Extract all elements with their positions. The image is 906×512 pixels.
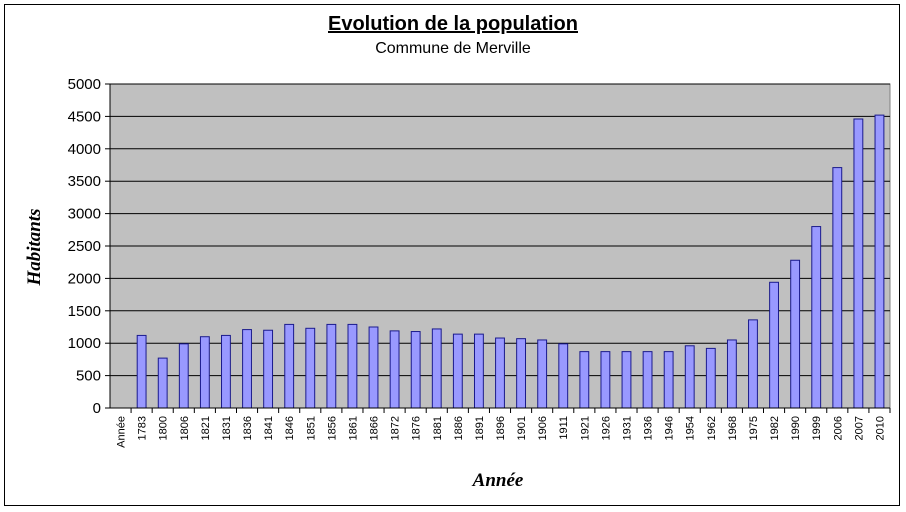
x-tick-label: 1872 [390,416,402,440]
x-tick-label: 1999 [811,416,823,440]
x-axis-ticks: Année 1783 1800 1806 1821 1831 1836 1841 1846 185… [116,408,891,448]
x-tick-label: 1946 [664,416,676,440]
x-tick-label: 1975 [748,416,760,440]
x-tick-label: 1800 [158,416,170,440]
y-tick-label: 0 [93,400,101,417]
bar [326,323,337,409]
y-axis-ticks: 0 500 1000 1500 2000 2500 3000 3500 4000 4500 5000 [68,76,890,417]
y-tick-label: 3000 [68,206,101,223]
bar [790,259,801,409]
x-tick-label: 1906 [537,416,549,440]
x-tick-label: 1846 [284,416,296,440]
x-tick-label: 1926 [600,416,612,440]
x-tick-label: 1901 [516,416,528,440]
x-tick-label: 1931 [621,416,633,440]
y-tick-label: 4000 [68,141,101,158]
bar [431,328,442,409]
x-tick-label: 1886 [453,416,465,440]
bar [663,351,674,409]
bar [832,167,843,409]
x-tick-label: 1783 [137,416,149,440]
x-tick-label: 1921 [579,416,591,440]
bar [221,334,231,409]
bar [410,331,421,409]
chart-subtitle: Commune de Merville [375,40,531,57]
bar [157,357,168,409]
bar [305,327,316,409]
x-tick-label: 1962 [706,416,718,440]
x-tick-label: 1982 [769,416,781,440]
bar [242,329,252,409]
y-tick-label: 1500 [68,303,101,320]
bar [136,334,147,409]
bar [452,333,463,409]
bar [579,351,590,409]
x-tick-label: Année [116,416,128,448]
x-tick-label: 1954 [685,416,697,440]
bar [726,339,737,409]
bar [495,337,505,409]
bar [473,333,484,409]
x-tick-label: 1891 [474,416,486,440]
bar [347,323,358,409]
bar [263,329,274,409]
bar [600,351,611,409]
bar [684,345,695,409]
bar [853,118,864,409]
x-tick-label: 1968 [727,416,739,440]
bar [705,347,716,409]
bar [811,226,822,409]
y-tick-label: 4500 [68,108,101,125]
x-tick-label: 1831 [221,416,233,440]
x-tick-label: 1821 [200,416,212,440]
y-tick-label: 500 [76,368,101,385]
bar [769,281,779,409]
x-tick-label: 1866 [369,416,381,440]
x-tick-label: 1806 [179,416,191,440]
bar [284,323,295,409]
x-tick-label: 1841 [263,416,275,440]
y-tick-label: 2000 [68,270,101,287]
x-tick-label: 1936 [643,416,655,440]
bar [389,330,400,409]
y-tick-label: 2500 [68,238,101,255]
bar [558,343,569,409]
x-tick-label: 2007 [853,416,865,440]
x-tick-label: 2010 [874,416,886,440]
y-axis-title: Habitants [24,208,45,286]
y-tick-label: 3500 [68,173,101,190]
bar [178,343,189,409]
x-tick-label: 1896 [495,416,507,440]
bar [516,338,527,409]
x-tick-label: 1911 [558,416,570,440]
x-axis-title: Année [472,470,524,491]
x-tick-label: 2006 [832,416,844,440]
x-tick-label: 1836 [242,416,254,440]
chart-title: Evolution de la population [328,13,578,35]
x-tick-label: 1990 [790,416,802,440]
bar [874,114,885,409]
x-tick-label: 1861 [347,416,359,440]
bar [537,339,548,409]
x-tick-label: 1851 [305,416,317,440]
bars [136,114,885,409]
bar [368,326,379,409]
x-tick-label: 1876 [411,416,423,440]
bar [748,319,758,409]
bar [199,336,210,409]
y-tick-label: 1000 [68,335,101,352]
y-tick-label: 5000 [68,76,101,93]
x-tick-label: 1881 [432,416,444,440]
bar [621,351,632,409]
bar [642,351,653,409]
x-tick-label: 1856 [326,416,338,440]
